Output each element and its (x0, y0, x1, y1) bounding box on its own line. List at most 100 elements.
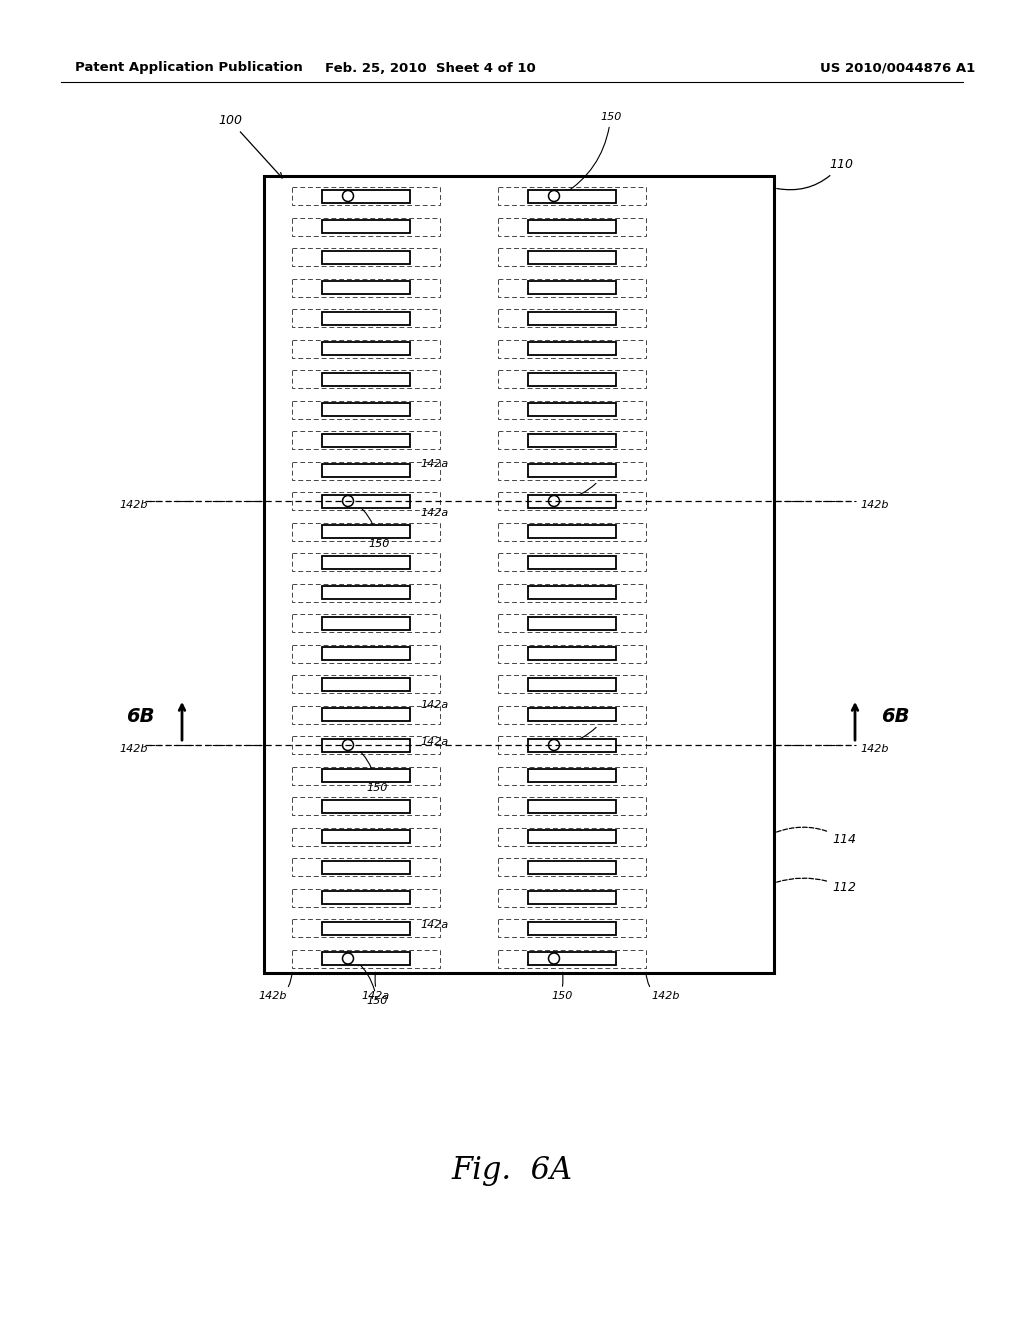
Bar (528, 738, 616, 751)
Text: 100: 100 (218, 114, 283, 178)
Text: 150: 150 (551, 991, 572, 1001)
Bar (498, 828, 646, 846)
Text: 142b: 142b (651, 991, 680, 1001)
Bar (322, 190, 410, 202)
Bar (528, 556, 616, 569)
Bar (292, 400, 440, 418)
Bar (292, 583, 440, 602)
Bar (528, 372, 616, 385)
Bar (322, 556, 410, 569)
Bar (322, 372, 410, 385)
Bar (292, 339, 440, 358)
Text: 142a: 142a (420, 920, 449, 931)
Bar (498, 644, 646, 663)
Bar (322, 800, 410, 813)
Bar (498, 888, 646, 907)
Bar (322, 616, 410, 630)
Bar (498, 767, 646, 784)
Bar (498, 400, 646, 418)
Bar (292, 675, 440, 693)
Bar (498, 919, 646, 937)
Bar (528, 830, 616, 843)
Bar (528, 465, 616, 477)
Text: 150: 150 (356, 503, 389, 549)
Bar (528, 708, 616, 721)
Bar (322, 433, 410, 446)
Text: 150: 150 (563, 469, 615, 502)
Bar (322, 952, 410, 965)
Bar (498, 675, 646, 693)
Text: 150: 150 (564, 713, 615, 746)
Bar (322, 312, 410, 325)
Bar (322, 921, 410, 935)
Bar (322, 342, 410, 355)
Bar (528, 525, 616, 539)
Bar (528, 770, 616, 781)
Text: 142b: 142b (258, 991, 287, 1001)
Bar (498, 248, 646, 267)
Bar (498, 705, 646, 723)
Bar (498, 797, 646, 814)
Text: 112: 112 (776, 878, 856, 894)
Bar (528, 921, 616, 935)
Bar (264, 176, 774, 973)
Text: 150: 150 (356, 961, 387, 1006)
Bar (292, 705, 440, 723)
Bar (498, 462, 646, 479)
Bar (322, 891, 410, 904)
Bar (528, 616, 616, 630)
Bar (292, 279, 440, 297)
Bar (292, 492, 440, 510)
Bar (528, 342, 616, 355)
Bar (292, 949, 440, 968)
Text: 110: 110 (777, 158, 853, 190)
Text: 150: 150 (356, 747, 387, 793)
Bar (292, 553, 440, 572)
Bar (292, 767, 440, 784)
Bar (292, 644, 440, 663)
Text: 6B: 6B (126, 708, 155, 726)
Bar (528, 281, 616, 294)
Text: 6B: 6B (881, 708, 909, 726)
Bar (528, 433, 616, 446)
Bar (528, 677, 616, 690)
Bar (498, 279, 646, 297)
Bar (498, 218, 646, 235)
Text: 142a: 142a (361, 991, 390, 1001)
Bar (498, 858, 646, 876)
Bar (498, 432, 646, 449)
Bar (292, 432, 440, 449)
Bar (322, 830, 410, 843)
Bar (322, 861, 410, 874)
Bar (322, 495, 410, 507)
Text: US 2010/0044876 A1: US 2010/0044876 A1 (820, 62, 975, 74)
Bar (292, 523, 440, 540)
Bar (528, 800, 616, 813)
Bar (292, 370, 440, 388)
Bar (528, 891, 616, 904)
Bar (528, 312, 616, 325)
Bar (498, 492, 646, 510)
Bar (528, 647, 616, 660)
Bar (322, 770, 410, 781)
Bar (322, 586, 410, 599)
Text: 142a: 142a (420, 737, 449, 747)
Bar (322, 465, 410, 477)
Text: 142b: 142b (120, 500, 148, 510)
Bar (292, 888, 440, 907)
Text: 142a: 142a (420, 508, 449, 519)
Bar (292, 187, 440, 205)
Bar (498, 370, 646, 388)
Text: 114: 114 (776, 828, 856, 846)
Text: 142b: 142b (860, 744, 889, 754)
Bar (292, 462, 440, 479)
Bar (322, 403, 410, 416)
Bar (322, 251, 410, 264)
Bar (498, 737, 646, 754)
Bar (498, 614, 646, 632)
Text: 142a: 142a (420, 459, 449, 470)
Text: Fig.  6A: Fig. 6A (452, 1155, 572, 1185)
Bar (292, 797, 440, 814)
Bar (322, 525, 410, 539)
Bar (498, 187, 646, 205)
